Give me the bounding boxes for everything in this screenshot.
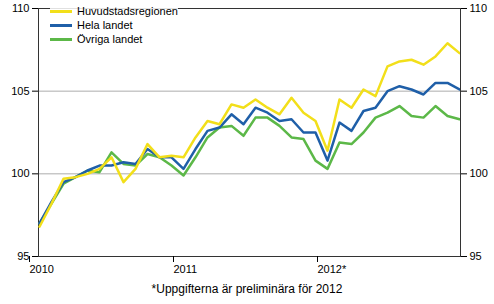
html-text:Övriga landet: Övriga landet (77, 33, 143, 45)
html-text:Hela landet: Hela landet (77, 19, 133, 31)
svg-text:110: 110 (470, 2, 488, 14)
svg-text:2010: 2010 (30, 263, 54, 275)
svg-text:105: 105 (11, 85, 29, 97)
svg-text:105: 105 (470, 85, 488, 97)
svg-text:100: 100 (470, 167, 488, 179)
svg-text:95: 95 (17, 250, 29, 262)
svg-text:2011: 2011 (174, 263, 198, 275)
svg-text:2012*: 2012* (318, 263, 347, 275)
svg-text:110: 110 (12, 2, 30, 14)
html-text:*Uppgifterna är preliminära fö: *Uppgifterna är preliminära för 2012 (151, 282, 343, 296)
svg-text:95: 95 (470, 250, 482, 262)
html-text:Huvudstadsregionen: Huvudstadsregionen (77, 5, 178, 17)
svg-text:100: 100 (11, 167, 29, 179)
